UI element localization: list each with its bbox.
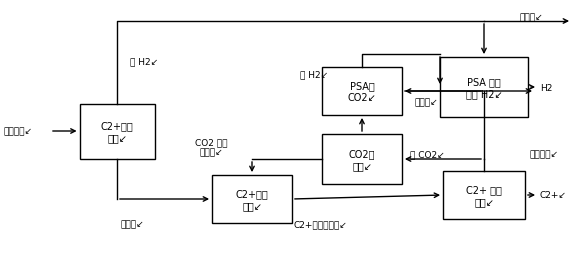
Text: PSA 分离
提纯 H2↙: PSA 分离 提纯 H2↙ xyxy=(466,77,502,98)
Text: 富 H2↙: 富 H2↙ xyxy=(130,57,158,66)
Text: C2+萃取
解吸↙: C2+萃取 解吸↙ xyxy=(235,188,269,210)
Text: 吸附炭↙: 吸附炭↙ xyxy=(120,220,144,229)
Bar xyxy=(322,68,402,116)
Bar xyxy=(79,104,154,159)
Text: 富 H2↙: 富 H2↙ xyxy=(300,70,328,79)
Text: 排放气↙: 排放气↙ xyxy=(415,98,438,107)
Text: C2+吸附
浓缩↙: C2+吸附 浓缩↙ xyxy=(100,121,133,142)
Text: 燃料气↙: 燃料气↙ xyxy=(520,13,543,22)
Text: 富 CO2↙: 富 CO2↙ xyxy=(410,150,445,159)
Bar xyxy=(322,134,402,184)
Text: 不凝气体↙: 不凝气体↙ xyxy=(530,150,559,159)
Text: C2+ 分离
回收↙: C2+ 分离 回收↙ xyxy=(466,184,502,206)
Text: C2+萃取解吸气↙: C2+萃取解吸气↙ xyxy=(294,220,348,229)
Text: C2+↙: C2+↙ xyxy=(540,191,567,200)
Text: H2: H2 xyxy=(540,83,552,92)
Text: CO2 萃取
剂循环↙: CO2 萃取 剂循环↙ xyxy=(195,138,227,157)
Text: PSA脱
CO2↙: PSA脱 CO2↙ xyxy=(347,81,376,102)
Bar xyxy=(443,171,525,219)
Bar xyxy=(212,175,292,223)
Text: CO2渗
透膜↙: CO2渗 透膜↙ xyxy=(349,149,375,170)
Bar xyxy=(440,58,528,118)
Text: 炼厂干气↙: 炼厂干气↙ xyxy=(3,127,32,136)
